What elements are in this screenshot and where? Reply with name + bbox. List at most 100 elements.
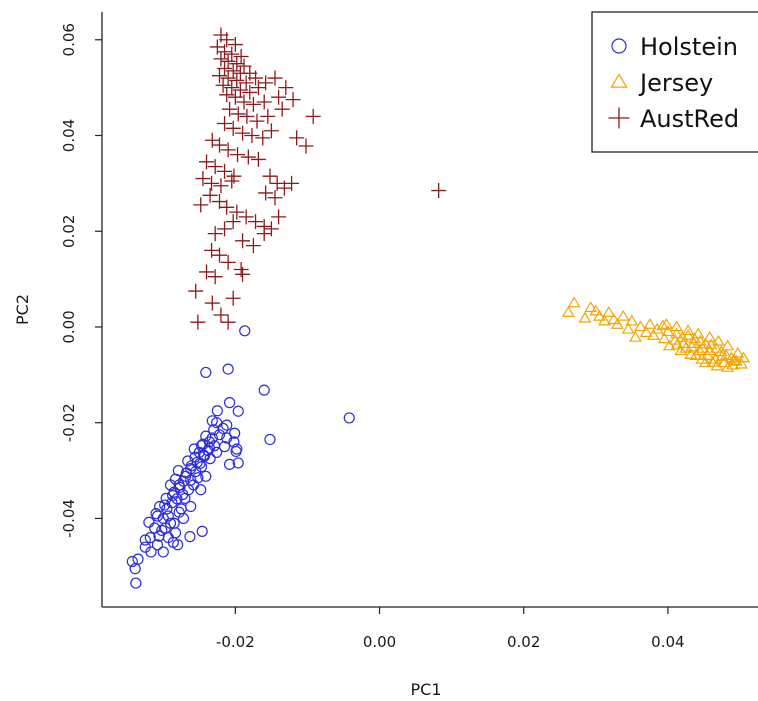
data-point <box>258 75 274 91</box>
data-point <box>258 384 270 396</box>
data-point <box>567 296 581 308</box>
legend-label-austred: AustRed <box>640 105 739 133</box>
data-point <box>179 492 191 504</box>
data-point <box>693 334 707 346</box>
y-tick-label: 0.02 <box>60 215 78 248</box>
data-point <box>130 577 142 589</box>
data-point <box>221 419 233 431</box>
data-point <box>217 44 233 60</box>
data-point <box>250 151 266 167</box>
legend-label-holstein: Holstein <box>640 33 738 61</box>
data-point <box>255 130 271 146</box>
data-point <box>139 534 151 546</box>
data-point <box>238 209 254 225</box>
data-point <box>731 346 745 358</box>
data-point <box>610 317 624 329</box>
data-point <box>232 405 244 417</box>
data-point <box>248 214 264 230</box>
data-point <box>200 366 212 379</box>
data-point <box>670 320 684 332</box>
data-point <box>298 138 314 154</box>
data-point <box>202 187 218 203</box>
data-point <box>224 46 240 62</box>
data-point <box>229 427 241 439</box>
data-point <box>589 304 603 316</box>
data-point <box>602 306 616 317</box>
data-point <box>657 332 671 344</box>
data-point <box>129 563 141 575</box>
y-axis-ticks: -0.04 -0.02 0.00 0.02 0.04 0.06 <box>60 23 102 538</box>
data-point <box>193 197 209 213</box>
data-point <box>145 546 157 558</box>
data-point <box>271 89 287 105</box>
data-point <box>258 185 274 201</box>
data-point <box>150 508 162 520</box>
data-point <box>305 108 321 124</box>
data-point <box>217 422 229 435</box>
data-point <box>220 142 236 158</box>
data-point <box>249 113 265 129</box>
data-point <box>278 80 294 96</box>
data-point <box>217 163 233 179</box>
data-point <box>207 159 223 175</box>
data-point <box>188 443 200 455</box>
data-point <box>225 290 241 306</box>
data-point <box>149 522 161 534</box>
legend-marker-holstein <box>611 38 627 54</box>
data-point <box>621 322 635 334</box>
data-point <box>162 531 174 544</box>
data-point <box>220 314 236 330</box>
data-point <box>229 204 245 220</box>
data-point <box>213 51 229 67</box>
data-point <box>184 531 196 543</box>
data-point <box>242 84 258 100</box>
data-point <box>256 94 272 110</box>
data-point <box>223 397 236 409</box>
data-point <box>207 226 223 242</box>
data-point <box>236 94 252 110</box>
data-point <box>343 412 355 424</box>
data-point <box>706 355 720 367</box>
data-point <box>203 442 216 454</box>
data-point <box>634 320 647 332</box>
data-point <box>235 125 251 141</box>
data-point <box>229 56 245 72</box>
data-point <box>289 130 305 146</box>
data-point <box>256 226 272 242</box>
data-point <box>228 436 240 448</box>
data-point <box>285 92 301 108</box>
data-point <box>159 499 171 511</box>
data-point <box>687 337 701 349</box>
data-point <box>240 149 256 165</box>
data-point <box>213 178 229 194</box>
data-point <box>230 147 246 163</box>
data-point <box>220 254 236 270</box>
data-point <box>267 190 283 206</box>
x-axis-title: PC1 <box>411 680 442 699</box>
data-point <box>211 405 223 417</box>
data-point <box>643 317 657 329</box>
data-point <box>703 330 717 342</box>
data-point <box>231 443 243 455</box>
data-point <box>646 328 660 340</box>
data-point <box>222 363 234 375</box>
data-point <box>607 313 621 325</box>
data-point <box>227 89 243 105</box>
data-point <box>199 264 215 280</box>
data-point <box>689 349 703 360</box>
data-point <box>191 456 203 469</box>
data-point <box>199 154 215 170</box>
data-point <box>195 461 208 473</box>
y-tick-label: 0.06 <box>60 23 78 56</box>
data-point <box>274 101 290 117</box>
data-point <box>233 49 249 65</box>
data-point <box>156 524 168 537</box>
data-point <box>592 309 606 321</box>
data-point <box>177 512 190 525</box>
data-point <box>195 171 211 187</box>
data-points <box>126 27 751 589</box>
data-point <box>267 70 283 86</box>
data-point <box>711 334 725 346</box>
data-point <box>217 116 233 132</box>
